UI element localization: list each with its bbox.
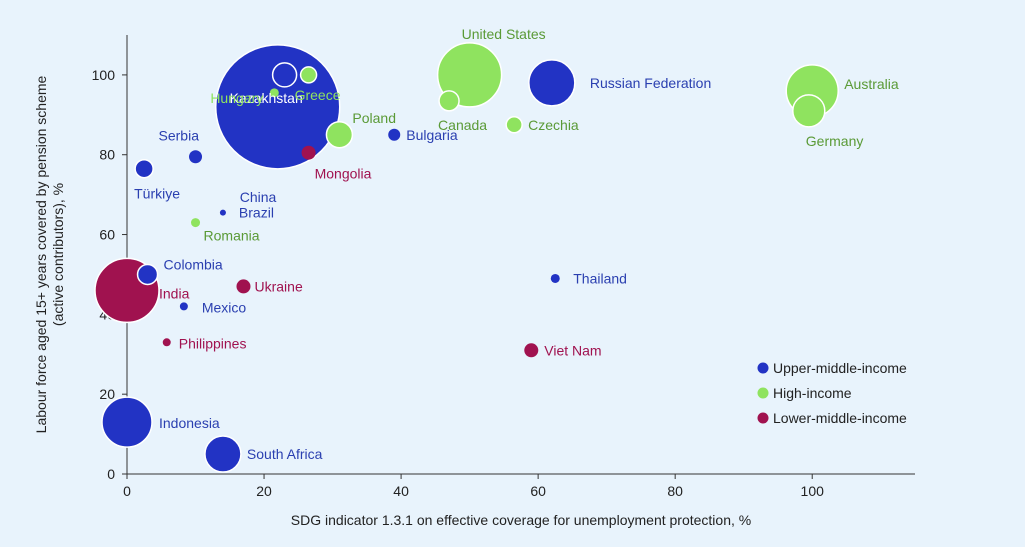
- data-label-t-rkiye: Türkiye: [134, 186, 180, 202]
- data-label-romania: Romania: [204, 228, 260, 244]
- data-label-czechia: Czechia: [528, 117, 579, 133]
- data-label-china: China: [240, 189, 277, 205]
- y-tick-label: 60: [99, 227, 115, 243]
- data-label-serbia: Serbia: [159, 128, 200, 144]
- legend-label: High-income: [773, 385, 852, 401]
- data-label-colombia: Colombia: [164, 256, 223, 272]
- x-tick-label: 60: [530, 483, 546, 499]
- data-label-australia: Australia: [844, 76, 899, 92]
- y-axis-label-line: (active contributors), %: [50, 183, 66, 326]
- bubble-romania: [191, 218, 201, 228]
- legend-marker: [757, 387, 769, 399]
- x-axis-label: SDG indicator 1.3.1 on effective coverag…: [291, 512, 751, 528]
- data-label-greece: Greece: [295, 87, 341, 103]
- x-tick-label: 100: [801, 483, 825, 499]
- data-label-poland: Poland: [352, 110, 396, 126]
- data-label-indonesia: Indonesia: [159, 415, 220, 431]
- data-label-india: India: [159, 285, 190, 301]
- bubble-china: [214, 44, 341, 170]
- bubble-mongolia: [301, 145, 316, 160]
- x-tick-label: 0: [123, 483, 131, 499]
- bubble-serbia: [189, 150, 203, 164]
- x-tick-label: 20: [256, 483, 272, 499]
- data-label-mexico: Mexico: [202, 299, 247, 315]
- data-label-united-states: United States: [462, 26, 546, 42]
- bubble-thailand: [550, 273, 560, 283]
- bubble-greece: [299, 66, 318, 84]
- data-label-mongolia: Mongolia: [315, 166, 372, 182]
- data-label-philippines: Philippines: [179, 335, 247, 351]
- data-label-hungary: Hungary: [210, 90, 263, 106]
- data-label-bulgaria: Bulgaria: [406, 127, 458, 143]
- bubble-poland: [325, 121, 354, 149]
- bubble-t-rkiye: [134, 158, 154, 179]
- bubble-indonesia: [101, 396, 153, 448]
- data-label-germany: Germany: [806, 133, 864, 149]
- y-tick-label: 80: [99, 147, 115, 163]
- data-label-canada: Canada: [438, 117, 487, 133]
- bubble-bulgaria: [388, 128, 401, 141]
- bubble-kazakhstan: [271, 62, 298, 88]
- legend-label: Lower-middle-income: [773, 410, 907, 426]
- legend-label: Upper-middle-income: [773, 360, 907, 376]
- x-tick-label: 40: [393, 483, 409, 499]
- y-tick-label: 20: [99, 386, 115, 402]
- data-label-viet-nam: Viet Nam: [544, 342, 601, 358]
- data-label-ukraine: Ukraine: [254, 278, 302, 294]
- bubble-czechia: [505, 116, 523, 134]
- bubble-viet-nam: [524, 343, 539, 358]
- y-axis-label: Labour force aged 15+ years covered by p…: [33, 75, 66, 433]
- bubble-philippines: [162, 338, 171, 347]
- y-tick-label: 100: [92, 67, 116, 83]
- bubble-brazil: [219, 209, 226, 216]
- bubble-canada: [438, 90, 460, 112]
- x-tick-label: 80: [667, 483, 683, 499]
- y-tick-label: 0: [107, 466, 115, 482]
- legend-marker: [757, 362, 769, 374]
- data-label-brazil: Brazil: [239, 205, 274, 221]
- data-label-south-africa: South Africa: [247, 446, 323, 462]
- data-label-kazakhstan: Kazakhstan: [230, 90, 303, 106]
- bubble-mexico: [179, 302, 188, 311]
- bubble-south-africa: [204, 435, 242, 473]
- legend-marker: [757, 412, 769, 424]
- bubble-united-states: [436, 42, 503, 108]
- bubble-germany: [792, 94, 826, 128]
- data-label-russian-federation: Russian Federation: [590, 75, 711, 91]
- bubble-russian-federation: [528, 59, 576, 107]
- bubble-ukraine: [236, 279, 251, 294]
- bubble-colombia: [136, 263, 159, 286]
- y-axis-label-line: Labour force aged 15+ years covered by p…: [33, 75, 49, 433]
- data-label-thailand: Thailand: [573, 270, 627, 286]
- bubble-hungary: [269, 88, 279, 98]
